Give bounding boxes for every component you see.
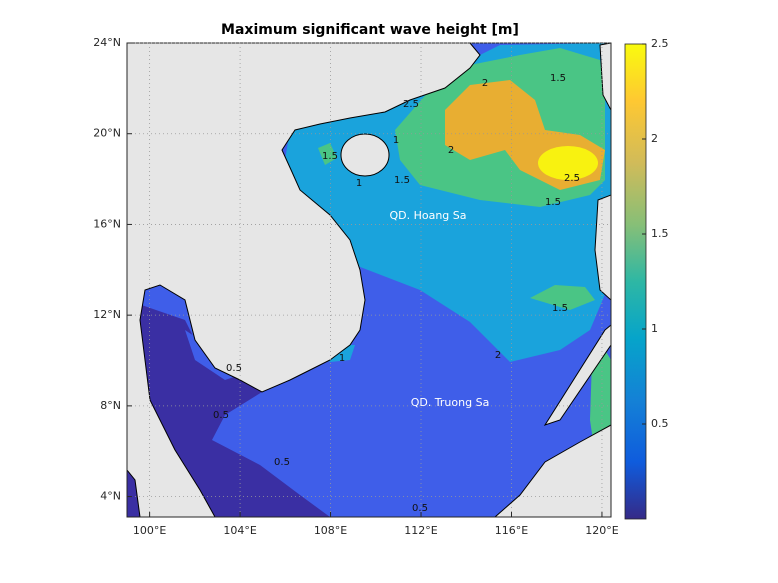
colorbar bbox=[624, 43, 647, 520]
place-label: QD. Truong Sa bbox=[411, 396, 490, 409]
luzon bbox=[594, 194, 611, 301]
x-tick-label: 104°E bbox=[223, 524, 256, 537]
colorbar-tick-label: 2 bbox=[651, 132, 658, 145]
colorbar-tick-label: 1.5 bbox=[651, 227, 669, 240]
colorbar-tick-label: 1 bbox=[651, 322, 658, 335]
contour-label: 0.5 bbox=[213, 410, 229, 421]
contour-label: 1 bbox=[393, 135, 399, 146]
chart-title: Maximum significant wave height [m] bbox=[221, 22, 519, 38]
y-tick-label: 24°N bbox=[93, 36, 121, 49]
place-label: QD. Hoang Sa bbox=[389, 209, 466, 222]
colorbar-tick-label: 2.5 bbox=[651, 37, 669, 50]
contour-label: 1 bbox=[339, 353, 345, 364]
plot-frame bbox=[126, 42, 612, 518]
x-tick-label: 108°E bbox=[314, 524, 347, 537]
contour-label: 1.5 bbox=[550, 73, 566, 84]
contour-label: 2 bbox=[482, 78, 488, 89]
contour-label: 2 bbox=[448, 145, 454, 156]
palawan bbox=[543, 324, 611, 426]
contour-label: 2.5 bbox=[403, 99, 419, 110]
contour-label: 1 bbox=[356, 178, 362, 189]
x-tick-label: 100°E bbox=[133, 524, 166, 537]
taiwan bbox=[599, 43, 611, 111]
contour-label: 1.5 bbox=[552, 303, 568, 314]
y-tick-label: 16°N bbox=[93, 217, 121, 230]
contour-label: 1.5 bbox=[394, 175, 410, 186]
colorbar-tick-label: 0.5 bbox=[651, 417, 669, 430]
contour-label: 0.5 bbox=[412, 503, 428, 514]
contour-label: 0.5 bbox=[226, 363, 242, 374]
contour-label: 1.5 bbox=[545, 197, 561, 208]
contour-label: 2 bbox=[495, 350, 501, 361]
sea-1.5-2 bbox=[318, 143, 337, 165]
y-tick-label: 8°N bbox=[100, 399, 121, 412]
map bbox=[127, 43, 611, 517]
land bbox=[127, 43, 481, 517]
x-tick-label: 120°E bbox=[585, 524, 618, 537]
sea-1.5-2 bbox=[530, 285, 595, 310]
sea-above-2.5 bbox=[538, 146, 598, 180]
contour-label: 0.5 bbox=[274, 457, 290, 468]
x-tick-label: 116°E bbox=[495, 524, 528, 537]
y-tick-label: 20°N bbox=[93, 127, 121, 140]
hainan bbox=[340, 133, 390, 177]
contour-label: 2.5 bbox=[564, 173, 580, 184]
x-tick-label: 112°E bbox=[404, 524, 437, 537]
borneo bbox=[494, 424, 611, 517]
y-tick-label: 4°N bbox=[100, 490, 121, 503]
y-tick-label: 12°N bbox=[93, 308, 121, 321]
contour-label: 1.5 bbox=[322, 151, 338, 162]
